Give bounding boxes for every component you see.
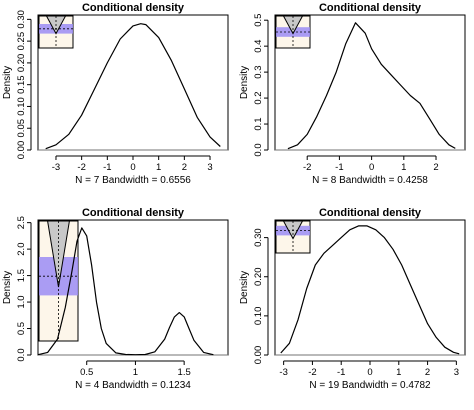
chart-title: Conditional density	[319, 2, 422, 14]
density-curve	[280, 225, 460, 355]
x-tick-label: -2	[77, 162, 85, 173]
y-tick-label: 2.0	[16, 243, 27, 256]
x-tick-label: 0	[369, 162, 374, 173]
y-tick-label: 0.5	[253, 14, 264, 27]
y-axis-label: Density	[239, 271, 250, 304]
x-tick-label: 1	[401, 162, 406, 173]
chart-panel-1: Conditional density 0.00 0.05 0.10 0.15 0.20 0…	[0, 0, 237, 205]
y-tick-label: 0.30	[16, 10, 27, 29]
chart-panel-4: Conditional density 0.00 0.10 0.20 0.30 Densi…	[237, 205, 474, 410]
y-axis-label: Density	[2, 66, 13, 99]
density-curve	[287, 22, 456, 150]
y-tick-label: 0.1	[253, 117, 264, 130]
chart-title: Conditional density	[82, 2, 185, 14]
x-tick-label: -1	[335, 162, 343, 173]
y-tick-label: 0.00	[16, 141, 27, 160]
x-tick-label: -2	[303, 162, 311, 173]
y-tick-label: 1.0	[16, 295, 27, 308]
x-tick-label: 3	[454, 367, 459, 378]
y-tick-label: 1.5	[16, 269, 27, 282]
chart-3: Conditional density 0.0 0.5 1.0 1.5 2.0 2.5 Den…	[2, 207, 229, 391]
chart-panel-3: Conditional density 0.0 0.5 1.0 1.5 2.0 2.5 Den…	[0, 205, 237, 410]
x-tick-label: 1	[156, 162, 161, 173]
x-tick-label: 2	[182, 162, 187, 173]
x-tick-label: 1.5	[178, 367, 191, 378]
x-tick-label: 1	[133, 367, 138, 378]
x-tick-label: -1	[337, 367, 345, 378]
x-tick-label: 0.5	[80, 367, 93, 378]
chart-1: Conditional density 0.00 0.05 0.10 0.15 0.20 0…	[2, 2, 229, 186]
y-axis-label: Density	[239, 66, 250, 99]
y-tick-label: 0.00	[253, 346, 264, 365]
y-tick-label: 0.0	[16, 348, 27, 361]
chart-4: Conditional density 0.00 0.10 0.20 0.30 Densi…	[239, 207, 466, 391]
chart-title: Conditional density	[82, 207, 185, 219]
y-tick-label: 0.20	[16, 54, 27, 73]
y-tick-label: 0.30	[253, 228, 264, 247]
y-tick-label: 0.10	[253, 307, 264, 326]
x-tick-label: 2	[425, 367, 430, 378]
y-tick-label: 2.5	[16, 216, 27, 229]
y-tick-label: 0.0	[253, 143, 264, 156]
x-tick-label: -3	[279, 367, 287, 378]
y-tick-label: 0.5	[16, 322, 27, 335]
y-tick-label: 0.15	[16, 75, 27, 94]
x-tick-label: 0	[367, 367, 372, 378]
chart-title: Conditional density	[319, 207, 422, 219]
x-tick-label: 1	[396, 367, 401, 378]
chart-panel-2: Conditional density 0.0 0.1 0.2 0.3 0.4 0.5 Den…	[237, 0, 474, 205]
y-tick-label: 0.4	[253, 40, 264, 53]
y-axis-label: Density	[2, 271, 13, 304]
x-tick-label: 3	[207, 162, 212, 173]
y-tick-label: 0.05	[16, 119, 27, 138]
x-axis-label: N = 8 Bandwidth = 0.4258	[312, 175, 428, 186]
y-tick-label: 0.10	[16, 97, 27, 116]
x-tick-label: 2	[433, 162, 438, 173]
x-tick-label: -2	[308, 367, 316, 378]
chart-2: Conditional density 0.0 0.1 0.2 0.3 0.4 0.5 Den…	[239, 2, 466, 186]
x-axis-label: N = 7 Bandwidth = 0.6556	[75, 175, 191, 186]
x-axis-label: N = 4 Bandwidth = 0.1234	[75, 380, 191, 391]
x-tick-label: -1	[103, 162, 111, 173]
x-tick-label: 0	[130, 162, 135, 173]
density-curve	[37, 227, 214, 356]
x-axis-label: N = 19 Bandwidth = 0.4782	[309, 380, 431, 391]
y-tick-label: 0.3	[253, 66, 264, 79]
y-tick-label: 0.20	[253, 267, 264, 286]
y-tick-label: 0.25	[16, 32, 27, 51]
y-tick-label: 0.2	[253, 91, 264, 104]
x-tick-label: -3	[52, 162, 60, 173]
density-curve	[45, 23, 221, 150]
